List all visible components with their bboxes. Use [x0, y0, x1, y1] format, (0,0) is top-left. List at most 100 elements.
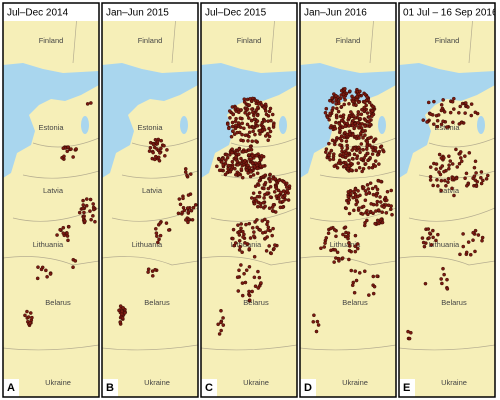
outbreak-dot: [247, 221, 252, 226]
outbreak-dot: [362, 269, 367, 274]
outbreak-dot: [157, 158, 162, 163]
lake: [378, 116, 386, 134]
outbreak-dot: [361, 136, 365, 140]
outbreak-dot: [366, 158, 370, 163]
outbreak-dot: [268, 195, 273, 199]
outbreak-dot: [328, 125, 333, 130]
outbreak-dot: [228, 152, 232, 157]
outbreak-dot: [351, 114, 356, 118]
outbreak-dot: [254, 199, 259, 203]
outbreak-dot: [386, 203, 391, 208]
outbreak-dot: [258, 129, 263, 133]
country-label: Lithuania: [33, 240, 64, 249]
outbreak-dot: [91, 214, 95, 218]
outbreak-dot: [251, 173, 256, 177]
outbreak-dot: [245, 242, 250, 246]
outbreak-dot: [431, 228, 435, 233]
outbreak-dot: [237, 171, 241, 176]
outbreak-dot: [239, 167, 244, 171]
outbreak-dot: [444, 125, 449, 129]
outbreak-dot: [163, 154, 167, 158]
outbreak-dot: [356, 206, 361, 210]
outbreak-dot: [281, 189, 286, 193]
outbreak-dot: [255, 194, 260, 199]
outbreak-dot: [326, 231, 331, 236]
outbreak-dot: [255, 218, 259, 222]
outbreak-dot: [373, 164, 378, 168]
letter-box: [3, 379, 19, 397]
outbreak-dot: [426, 100, 431, 105]
country-label: Belarus: [45, 298, 71, 307]
outbreak-dot: [263, 109, 268, 113]
outbreak-dot: [230, 150, 234, 155]
outbreak-dot: [442, 272, 446, 277]
outbreak-dot: [278, 200, 282, 204]
outbreak-dot: [331, 106, 335, 110]
outbreak-dot: [469, 113, 474, 118]
outbreak-dot: [361, 204, 366, 209]
outbreak-dot: [367, 136, 371, 140]
outbreak-dot: [183, 170, 188, 174]
outbreak-dot: [45, 274, 49, 279]
outbreak-dot: [260, 219, 265, 223]
panel-title: Jan–Jun 2015: [106, 8, 169, 19]
outbreak-dot: [65, 231, 69, 236]
outbreak-dot: [153, 154, 158, 159]
panel-letter: E: [403, 382, 410, 394]
outbreak-dot: [123, 311, 127, 315]
outbreak-dot: [347, 198, 351, 202]
outbreak-dot: [389, 188, 394, 193]
outbreak-dot: [263, 102, 268, 107]
outbreak-dot: [428, 112, 433, 116]
outbreak-dot: [359, 126, 364, 130]
outbreak-dot: [464, 171, 469, 176]
outbreak-dot: [461, 232, 465, 236]
outbreak-dot: [371, 274, 376, 279]
outbreak-dot: [249, 147, 254, 152]
outbreak-dot: [347, 102, 351, 106]
outbreak-dot: [239, 156, 243, 161]
outbreak-dot: [445, 287, 450, 291]
outbreak-dot: [250, 161, 255, 166]
letter-box: [201, 379, 217, 397]
outbreak-dot: [347, 248, 352, 253]
panel-title: Jul–Dec 2014: [7, 8, 69, 19]
outbreak-dot: [247, 298, 252, 302]
outbreak-dot: [239, 263, 243, 267]
country-label: Belarus: [441, 298, 467, 307]
outbreak-dot: [258, 228, 262, 232]
outbreak-dot: [84, 197, 89, 201]
outbreak-dot: [361, 166, 366, 171]
outbreak-dot: [277, 193, 282, 198]
outbreak-dot: [282, 193, 287, 198]
outbreak-dot: [357, 136, 361, 140]
outbreak-dot: [435, 178, 439, 182]
title-box: [300, 3, 396, 21]
outbreak-dot: [363, 162, 368, 166]
outbreak-dot: [350, 94, 354, 99]
outbreak-dot: [120, 316, 125, 320]
outbreak-dot: [55, 233, 59, 237]
country-label: Latvia: [43, 186, 64, 195]
lake: [279, 116, 287, 134]
outbreak-dot: [365, 111, 370, 115]
outbreak-dot: [347, 244, 352, 248]
outbreak-dot: [375, 218, 380, 223]
outbreak-dot: [375, 187, 380, 192]
outbreak-dot: [428, 165, 433, 169]
outbreak-dot: [341, 113, 346, 117]
outbreak-dot: [439, 156, 444, 160]
outbreak-dot: [354, 168, 359, 173]
outbreak-dot: [463, 154, 467, 158]
outbreak-dot: [270, 205, 275, 209]
outbreak-dot: [429, 242, 434, 247]
outbreak-dot: [225, 155, 230, 160]
outbreak-dot: [339, 118, 344, 123]
outbreak-dot: [350, 99, 355, 104]
outbreak-dot: [473, 110, 478, 115]
outbreak-dot: [373, 159, 378, 163]
outbreak-dot: [268, 172, 272, 177]
outbreak-dot: [439, 108, 444, 113]
outbreak-dot: [461, 244, 466, 249]
outbreak-dot: [466, 105, 470, 109]
